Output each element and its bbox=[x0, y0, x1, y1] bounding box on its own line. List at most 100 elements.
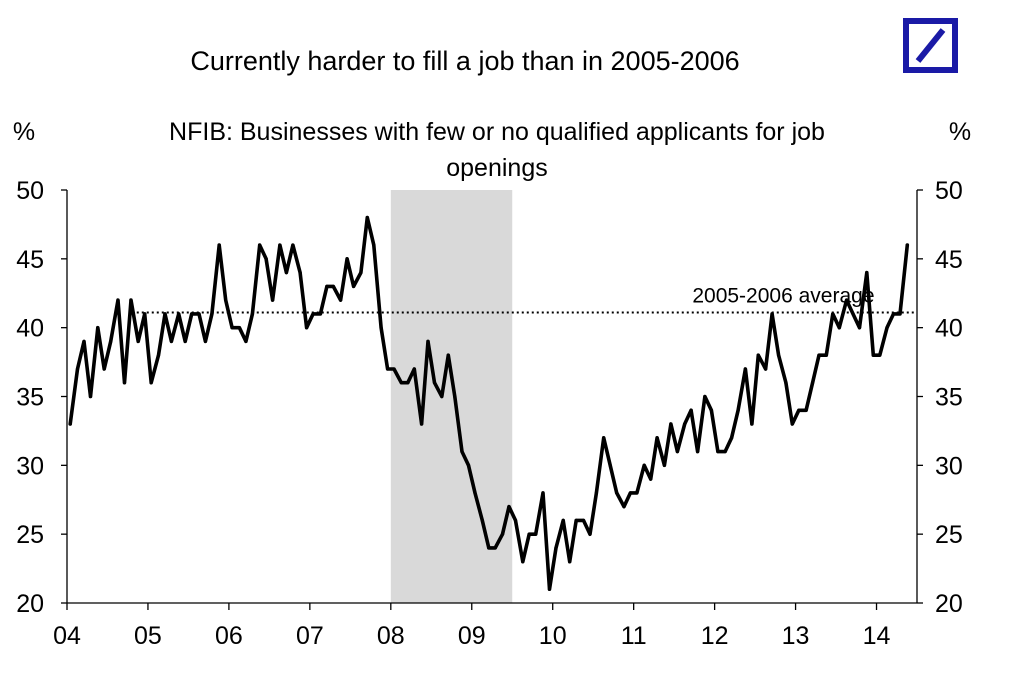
data-point bbox=[736, 408, 740, 412]
data-point bbox=[426, 339, 430, 344]
y-axis-label-left: % bbox=[13, 118, 35, 146]
data-point bbox=[466, 463, 471, 467]
data-point bbox=[844, 298, 849, 302]
data-point bbox=[662, 463, 667, 467]
data-point bbox=[568, 560, 572, 564]
data-point bbox=[122, 381, 127, 385]
x-tick-label: 13 bbox=[782, 622, 810, 650]
x-tick-label: 09 bbox=[458, 622, 486, 650]
y-tick-label-left: 25 bbox=[16, 521, 44, 549]
data-point bbox=[359, 271, 363, 275]
data-point bbox=[392, 367, 396, 371]
data-point bbox=[764, 367, 768, 371]
data-point bbox=[675, 449, 679, 454]
data-point bbox=[885, 326, 889, 330]
data-point bbox=[756, 353, 760, 357]
data-point bbox=[406, 381, 410, 385]
data-point bbox=[298, 271, 302, 275]
data-point bbox=[129, 298, 133, 302]
data-point bbox=[109, 339, 113, 344]
data-point bbox=[487, 546, 491, 550]
data-point bbox=[561, 518, 565, 523]
data-point bbox=[507, 505, 511, 509]
data-point bbox=[797, 408, 801, 412]
data-point bbox=[831, 312, 835, 316]
data-point bbox=[412, 367, 416, 371]
data-point bbox=[372, 243, 376, 247]
data-point bbox=[190, 312, 194, 316]
data-point bbox=[750, 422, 754, 426]
data-point bbox=[264, 257, 268, 261]
data-point bbox=[581, 518, 586, 523]
data-point bbox=[291, 243, 295, 247]
data-point bbox=[197, 312, 201, 316]
data-point bbox=[871, 353, 875, 357]
data-point bbox=[177, 312, 181, 316]
chart-subtitle-line-1: NFIB: Businesses with few or no qualifie… bbox=[169, 118, 825, 146]
data-point bbox=[460, 449, 464, 454]
plot-area: 20 20 25 25 30 30 35 35 40 40 45 45 50 50 04 05 06 07 08 09… bbox=[16, 177, 963, 650]
x-tick-label: 07 bbox=[296, 622, 324, 650]
data-point bbox=[96, 326, 100, 330]
data-point bbox=[156, 353, 161, 357]
data-point bbox=[116, 298, 120, 302]
y-tick-label-right: 25 bbox=[935, 521, 963, 549]
data-point bbox=[331, 284, 335, 288]
y-tick-label-right: 30 bbox=[935, 452, 963, 480]
data-point bbox=[649, 477, 653, 481]
data-point bbox=[541, 491, 545, 495]
data-point bbox=[102, 367, 106, 371]
data-point bbox=[554, 546, 558, 550]
y-tick-label-right: 40 bbox=[935, 315, 963, 343]
data-point bbox=[905, 243, 909, 247]
x-tick-label: 10 bbox=[539, 622, 567, 650]
data-point bbox=[169, 339, 174, 344]
data-point bbox=[446, 353, 450, 357]
data-point bbox=[419, 422, 424, 426]
data-point bbox=[615, 491, 619, 495]
data-point bbox=[527, 532, 531, 536]
y-tick-label-right: 50 bbox=[935, 177, 963, 205]
data-point bbox=[473, 491, 477, 495]
data-point bbox=[703, 394, 707, 399]
y-tick-label-right: 45 bbox=[935, 246, 963, 274]
data-point bbox=[432, 381, 437, 385]
data-point bbox=[75, 367, 80, 371]
data-point bbox=[743, 367, 747, 371]
data-point bbox=[730, 436, 734, 440]
x-tick-label: 06 bbox=[215, 622, 243, 650]
data-point bbox=[602, 436, 606, 440]
y-tick-label-left: 50 bbox=[16, 177, 44, 205]
data-point bbox=[804, 408, 808, 412]
data-point bbox=[837, 326, 841, 330]
data-point bbox=[305, 326, 309, 330]
y-tick-label-right: 20 bbox=[935, 590, 963, 618]
data-point bbox=[325, 284, 329, 288]
data-point bbox=[588, 532, 592, 536]
data-point bbox=[311, 312, 315, 316]
data-point bbox=[493, 546, 497, 550]
data-point bbox=[776, 353, 781, 357]
data-point bbox=[210, 312, 214, 316]
data-point bbox=[224, 298, 228, 302]
data-point bbox=[480, 518, 484, 523]
data-point bbox=[82, 339, 86, 344]
y-axis-label-right: % bbox=[949, 118, 971, 146]
data-point bbox=[258, 243, 262, 247]
data-point bbox=[500, 532, 505, 536]
data-point bbox=[163, 312, 167, 316]
recession-shading bbox=[390, 190, 513, 603]
data-point bbox=[88, 394, 93, 399]
y-tick-label-left: 30 bbox=[16, 452, 44, 480]
data-point bbox=[250, 312, 254, 316]
data-point bbox=[534, 532, 538, 536]
data-point bbox=[655, 436, 659, 440]
data-point bbox=[244, 339, 248, 344]
data-point bbox=[689, 408, 693, 412]
data-point bbox=[669, 422, 673, 426]
data-point bbox=[770, 312, 774, 316]
data-point bbox=[143, 312, 147, 316]
data-point bbox=[345, 257, 349, 261]
data-point bbox=[183, 339, 187, 344]
